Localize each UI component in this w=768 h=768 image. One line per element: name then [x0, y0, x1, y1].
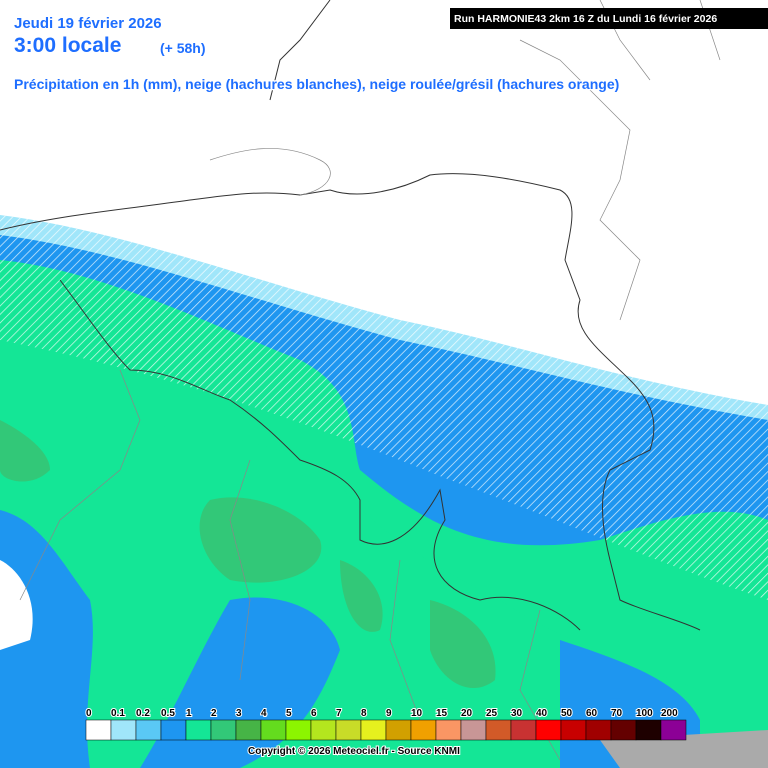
- legend-label: 0.5: [161, 708, 175, 719]
- map-subtitle: Précipitation en 1h (mm), neige (hachure…: [14, 76, 619, 92]
- copyright: Copyright © 2026 Meteociel.fr - Source K…: [248, 746, 460, 757]
- legend-label: 50: [561, 708, 573, 719]
- borders: [0, 0, 721, 761]
- legend-label: 4: [261, 708, 267, 719]
- legend-swatch: [435, 719, 462, 741]
- legend-label: 0.1: [111, 708, 125, 719]
- legend-label: 100: [636, 708, 653, 719]
- legend-label: 15: [436, 708, 448, 719]
- forecast-time: 3:00 locale: [14, 34, 121, 57]
- legend-swatch: [360, 719, 387, 741]
- legend-swatch: [410, 719, 437, 741]
- legend-swatch: [610, 719, 637, 741]
- legend-label: 10: [411, 708, 423, 719]
- legend-label: 60: [586, 708, 598, 719]
- legend-swatch: [660, 719, 687, 741]
- run-banner: [450, 8, 768, 29]
- legend-swatch: [385, 719, 412, 741]
- legend: 0 0.1 0.2 0.5 1 2 3 4 5 6 7 8 9 10 15 20 25 30 40 50 60 70 100…: [85, 707, 687, 741]
- forecast-date: Jeudi 19 février 2026: [14, 15, 162, 32]
- legend-label: 2: [211, 708, 217, 719]
- legend-label: 5: [286, 708, 292, 719]
- legend-label: 0.2: [136, 708, 150, 719]
- legend-swatch: [485, 719, 512, 741]
- legend-swatch: [85, 719, 112, 741]
- legend-swatch: [335, 719, 362, 741]
- legend-label: 1: [186, 708, 192, 719]
- legend-swatch: [510, 719, 537, 741]
- legend-swatch: [135, 719, 162, 741]
- legend-label: 30: [511, 708, 523, 719]
- legend-label: 3: [236, 708, 242, 719]
- lead-time: (+ 58h): [160, 40, 206, 56]
- legend-label: 200: [661, 708, 678, 719]
- legend-swatch: [210, 719, 237, 741]
- legend-swatch: [460, 719, 487, 741]
- precipitation: [0, 215, 768, 768]
- legend-label: 70: [611, 708, 623, 719]
- legend-label: 9: [386, 708, 392, 719]
- legend-swatch: [310, 719, 337, 741]
- run-info: Run HARMONIE43 2km 16 Z du Lundi 16 févr…: [454, 13, 717, 25]
- legend-swatch: [585, 719, 612, 741]
- legend-swatch: [110, 719, 137, 741]
- legend-swatch: [535, 719, 562, 741]
- legend-swatch: [235, 719, 262, 741]
- legend-swatch: [185, 719, 212, 741]
- legend-label: 40: [536, 708, 548, 719]
- legend-swatch: [260, 719, 287, 741]
- legend-swatch: [160, 719, 187, 741]
- legend-swatch: [285, 719, 312, 741]
- legend-label: 7: [336, 708, 342, 719]
- legend-label: 6: [311, 708, 317, 719]
- legend-label: 8: [361, 708, 367, 719]
- legend-label: 0: [86, 708, 92, 719]
- legend-label: 20: [461, 708, 473, 719]
- legend-swatch: [635, 719, 662, 741]
- legend-swatch: [560, 719, 587, 741]
- legend-label: 25: [486, 708, 498, 719]
